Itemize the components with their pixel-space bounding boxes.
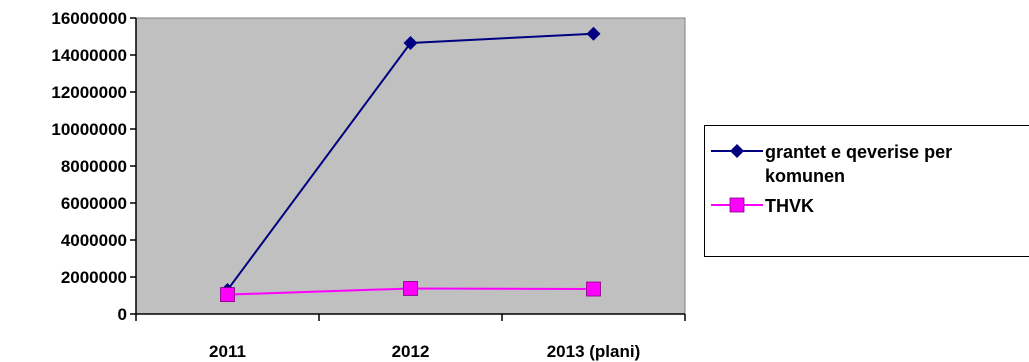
x-axis-ticks: 2011 2012 2013 (plani) [135, 314, 686, 361]
data-point-square [403, 281, 418, 296]
legend-label-grantet: grantet e qeverise per komunen [765, 142, 953, 186]
legend-entry-thvk: THVK [705, 194, 1020, 218]
y-tick-label: 14000000 [51, 46, 127, 65]
y-tick-label: 2000000 [61, 268, 127, 287]
data-point-diamond [586, 26, 601, 41]
data-point-square [586, 281, 601, 297]
y-tick-label: 10000000 [51, 120, 127, 139]
data-point-diamond [403, 35, 418, 50]
y-tick-label: 6000000 [61, 194, 127, 213]
plot-area [135, 17, 686, 315]
y-tick-label: 12000000 [51, 83, 127, 102]
y-tick-label: 16000000 [51, 9, 127, 28]
legend: grantet e qeverise per komunen THVK [704, 125, 1029, 257]
y-axis-ticks: 0 2000000 4000000 6000000 8000000 10000000 120… [51, 9, 136, 324]
y-tick-label: 8000000 [61, 157, 127, 176]
y-tick-label: 0 [118, 305, 127, 324]
legend-diamond-marker-icon [711, 144, 763, 158]
legend-entry-grantet: grantet e qeverise per komunen [705, 140, 1020, 188]
x-tick-label: 2012 [392, 342, 430, 361]
y-tick-label: 4000000 [61, 231, 127, 250]
data-point-square [220, 287, 235, 302]
legend-label-thvk: THVK [765, 196, 814, 216]
legend-square-marker-icon [711, 197, 763, 213]
series-layer [220, 26, 601, 302]
x-tick-label: 2011 [209, 342, 246, 361]
x-tick-label: 2013 (plani) [547, 342, 641, 361]
